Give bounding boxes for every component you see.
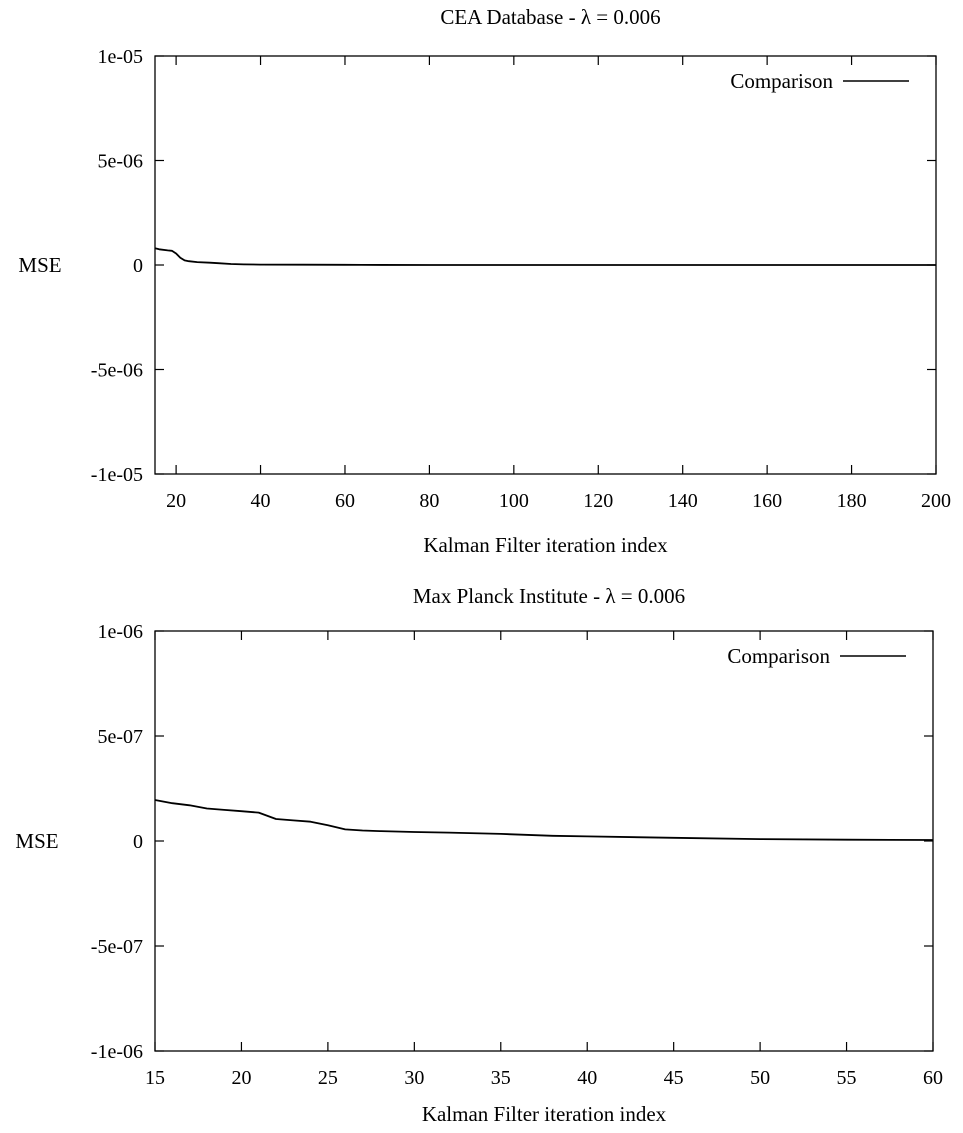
x-tick-label: 160	[752, 490, 782, 512]
chart-panel-2: Max Planck Institute - λ = 0.006 15 20 25 30…	[15, 584, 943, 1126]
y-tick-label: -5e-07	[91, 936, 143, 958]
chart-panel-1: CEA Database - λ = 0.006 20 40 60 80 100 120 14…	[18, 5, 951, 557]
x-tick-label: 180	[837, 490, 867, 512]
x-tick-label: 55	[837, 1067, 857, 1089]
x-tick-label: 50	[750, 1067, 770, 1089]
x-tick-label: 40	[251, 490, 271, 512]
x-tick-label: 25	[318, 1067, 338, 1089]
x-axis-label: Kalman Filter iteration index	[422, 1102, 667, 1126]
x-tick-label: 100	[499, 490, 529, 512]
y-tick-label: -1e-06	[91, 1041, 143, 1063]
y-tick-label: 0	[133, 831, 143, 853]
y-tick-label: 5e-06	[97, 151, 143, 173]
x-tick-label: 60	[923, 1067, 943, 1089]
x-tick-label: 140	[668, 490, 698, 512]
y-tick-label: 5e-07	[97, 726, 143, 748]
y-tick-label: -1e-05	[91, 464, 143, 486]
series-line-1	[154, 247, 936, 266]
x-tick-label: 20	[166, 490, 186, 512]
legend-label: Comparison	[730, 69, 833, 93]
legend-label: Comparison	[727, 644, 830, 668]
chart-title: Max Planck Institute - λ = 0.006	[413, 584, 685, 608]
y-axis-label: MSE	[15, 829, 58, 853]
x-tick-label: 200	[921, 490, 951, 512]
x-tick-label: 35	[491, 1067, 511, 1089]
y-tick-label: 0	[133, 255, 143, 277]
series-line-1	[154, 799, 934, 841]
y-tick-label: -5e-06	[91, 360, 143, 382]
y-axis-label: MSE	[18, 253, 61, 277]
x-tick-label: 60	[335, 490, 355, 512]
y-tick-label: 1e-06	[97, 621, 143, 643]
x-axis-label: Kalman Filter iteration index	[423, 533, 668, 557]
x-tick-label: 15	[145, 1067, 165, 1089]
plot-frame	[154, 630, 934, 1052]
x-tick-label: 80	[419, 490, 439, 512]
x-tick-label: 40	[577, 1067, 597, 1089]
x-tick-label: 45	[664, 1067, 684, 1089]
x-tick-label: 120	[583, 490, 613, 512]
x-tick-label: 30	[404, 1067, 424, 1089]
chart-title: CEA Database - λ = 0.006	[440, 5, 660, 29]
x-tick-label: 20	[231, 1067, 251, 1089]
y-tick-label: 1e-05	[97, 46, 143, 68]
